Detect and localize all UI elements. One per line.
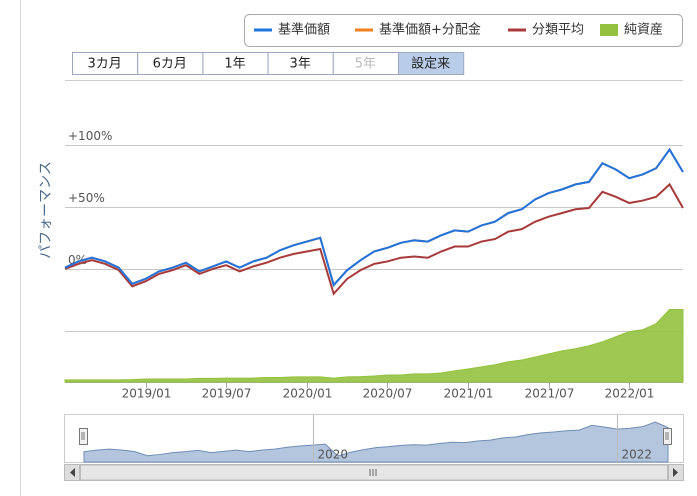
range-button-label: 3年 (290, 57, 311, 72)
y-axis-title: パフォーマンス (38, 161, 54, 259)
range-button-label: 5年 (355, 57, 376, 72)
legend-label[interactable]: 基準価額 (278, 22, 330, 38)
range-button-label: 1年 (224, 57, 245, 72)
legend-label[interactable]: 純資産 (624, 22, 663, 38)
x-tick-label: 2019/01 (122, 387, 172, 401)
scrollbar-thumb[interactable] (80, 464, 668, 481)
range-button-label: 6カ月 (153, 57, 187, 72)
legend-box (244, 14, 683, 47)
x-tick-label: 2021/07 (525, 387, 575, 401)
legend-label[interactable]: 基準価額+分配金 (379, 22, 481, 38)
line (64, 182, 684, 296)
legend-label[interactable]: 分類平均 (532, 23, 584, 38)
handle-grip (81, 432, 85, 440)
y-tick-label: +50% (68, 191, 105, 205)
x-tick-label: 2022/01 (605, 387, 655, 401)
range-button-label: 設定来 (411, 56, 450, 72)
range-button[interactable] (398, 52, 465, 75)
x-tick-label: 2020/07 (363, 387, 413, 401)
y-tick-label: +100% (68, 129, 112, 143)
scrollbar-grip (369, 469, 377, 476)
range-button-label: 3カ月 (87, 57, 121, 72)
navigator-area (83, 421, 669, 463)
x-tick-label: 2021/01 (444, 387, 494, 401)
navigator-tick-label: 2022 (622, 448, 653, 462)
right-arrow-icon (673, 468, 678, 477)
area (64, 309, 684, 383)
handle-grip (665, 432, 669, 440)
x-tick-label: 2020/01 (283, 387, 333, 401)
legend-swatch[interactable] (600, 24, 618, 36)
left-arrow-icon (70, 468, 75, 477)
line (64, 147, 684, 288)
navigator-tick-label: 2020 (318, 448, 349, 462)
x-tick-label: 2019/07 (202, 387, 252, 401)
